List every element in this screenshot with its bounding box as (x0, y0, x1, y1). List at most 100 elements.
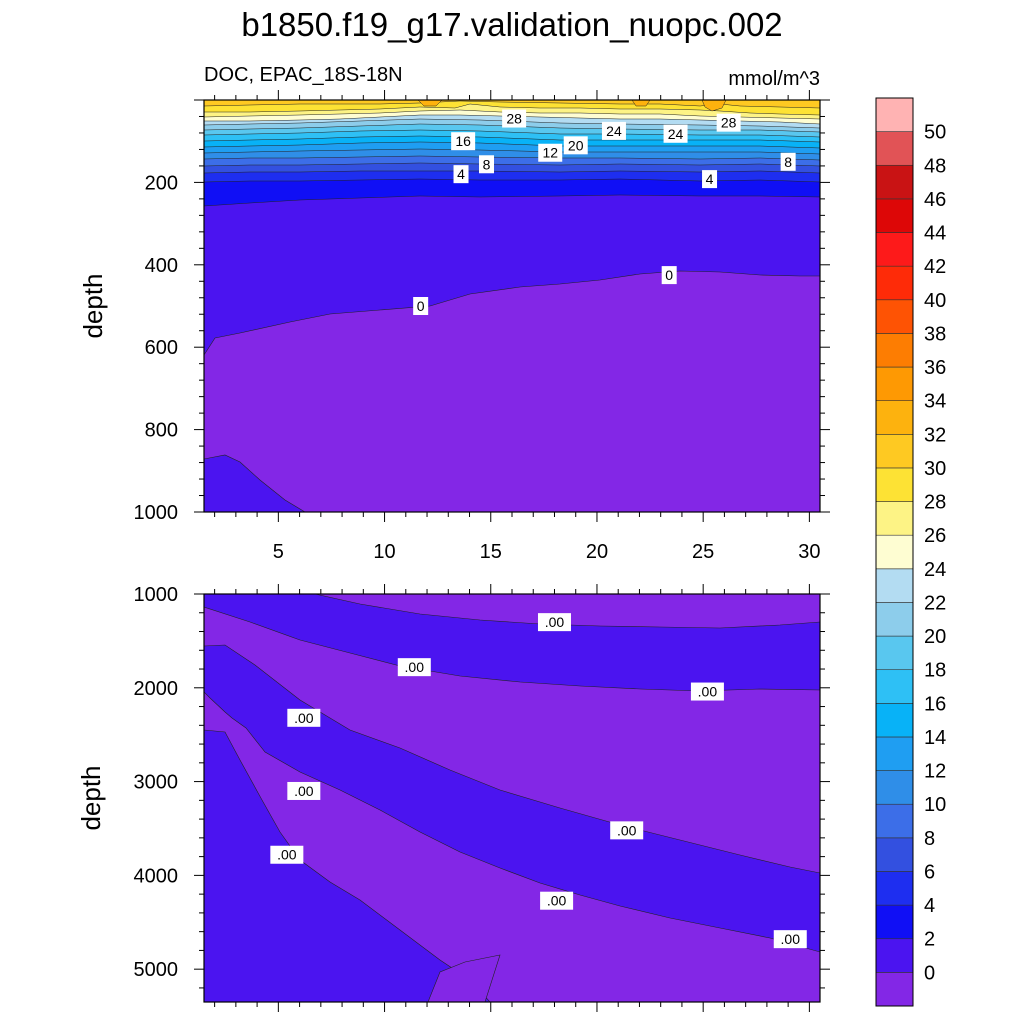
x-tick-label: 5 (273, 541, 284, 563)
contour-label-bg (537, 613, 571, 632)
contour-blob-32-b (631, 100, 651, 107)
colorbar-level-label: 40 (924, 290, 946, 312)
colorbar-level-label: 30 (924, 458, 946, 480)
contour-label-text: 28 (506, 111, 522, 127)
colorbar-swatch (875, 400, 914, 435)
colorbar-level-label: 0 (924, 962, 935, 984)
y-tick-label: 3000 (134, 772, 179, 794)
y-tick-label: 400 (145, 255, 178, 277)
colorbar-swatch (875, 602, 914, 637)
contour-label-text: .00 (545, 614, 565, 630)
contour-label-bg (270, 845, 304, 864)
y-tick-label: 2000 (134, 678, 179, 700)
colorbar-swatch (875, 669, 914, 704)
colorbar-level-label: 42 (924, 256, 946, 278)
contour-label-bg (287, 708, 321, 727)
contour-label-text: 8 (483, 156, 491, 172)
colorbar-level-label: 28 (924, 492, 946, 514)
contour-label-text: .00 (277, 847, 297, 863)
contour-label: 0 (413, 297, 429, 315)
contour-label-text: .00 (781, 931, 801, 947)
lower-contour-panel: .00 .00 .00 .00 .00 .00 .00 .00 .00 (204, 594, 820, 1002)
y-tick-label: 800 (145, 420, 178, 442)
contour-label-bg (663, 124, 688, 143)
contour-label-text: .00 (405, 659, 425, 675)
contour-fill-blue-patch (204, 454, 306, 512)
colorbar: 0246810121416182022242628303234363840424… (875, 97, 946, 1007)
colorbar-level-label: 36 (924, 357, 946, 379)
contour-label: 20 (563, 136, 588, 155)
contour-label-bg (563, 136, 588, 155)
colorbar-level-label: 14 (924, 727, 946, 749)
variable-region-label: DOC, EPAC_18S-18N (204, 64, 403, 86)
colorbar-level-label: 4 (924, 895, 935, 917)
colorbar-level-label: 26 (924, 525, 946, 547)
colorbar-level-label: 18 (924, 660, 946, 682)
colorbar-frame (875, 97, 914, 1007)
contour-label: .00 (397, 658, 431, 677)
colorbar-swatch (875, 770, 914, 805)
contour-label-bg (601, 121, 626, 140)
contour-label-text: .00 (698, 684, 718, 700)
contour-band-blue-top (204, 594, 820, 692)
contour-label-bg (690, 682, 724, 701)
colorbar-swatch (875, 938, 914, 973)
colorbar-level-label: 32 (924, 424, 946, 446)
contour-label: .00 (287, 781, 321, 800)
contour-band-30 (204, 100, 820, 109)
contour-label-text: 28 (721, 115, 737, 131)
colorbar-level-label: 20 (924, 626, 946, 648)
colorbar-level-label: 10 (924, 794, 946, 816)
contour-label-bg (538, 143, 563, 162)
upper-contour-panel: 28 16 12 20 24 24 28 8 8 4 4 0 0 (204, 100, 820, 512)
colorbar-swatch (875, 333, 914, 368)
units-label: mmol/m^3 (728, 68, 820, 90)
contour-label: 24 (663, 124, 688, 143)
contour-label: 28 (716, 113, 741, 132)
contour-label: 0 (661, 266, 677, 285)
contour-label-bg (413, 297, 429, 315)
contour-label: .00 (540, 891, 574, 910)
y-tick-label: 4000 (134, 865, 179, 887)
colorbar-level-label: 24 (924, 559, 946, 581)
contour-label-text: 0 (665, 267, 673, 283)
contour-label: 12 (538, 143, 563, 162)
colorbar-swatch (875, 534, 914, 570)
contour-label: 8 (479, 155, 495, 174)
colorbar-level-label: 8 (924, 828, 935, 850)
contour-label-bg (540, 891, 574, 910)
colorbar-swatch (875, 803, 914, 839)
page-title: b1850.f19_g17.validation_nuopc.002 (241, 6, 783, 43)
colorbar-swatch (875, 501, 914, 536)
colorbar-swatch (875, 198, 914, 233)
contour-label-text: 16 (455, 133, 471, 149)
contour-label-text: 24 (668, 126, 684, 142)
contour-label-text: .00 (547, 893, 567, 909)
contour-label: .00 (270, 845, 304, 864)
contour-label-bg (702, 170, 718, 189)
colorbar-level-label: 46 (924, 189, 946, 211)
contour-label-text: .00 (294, 710, 314, 726)
y-tick-label: 600 (145, 337, 178, 359)
contour-label-text: 20 (568, 137, 584, 153)
contour-label-text: 4 (457, 166, 465, 182)
colorbar-level-label: 12 (924, 761, 946, 783)
contour-label-bg (502, 109, 527, 128)
contour-label: 4 (453, 165, 469, 184)
contour-label-bg (773, 930, 807, 949)
colorbar-swatch (875, 904, 914, 940)
lower-y-axis-title: depth (76, 765, 106, 830)
colorbar-level-label: 44 (924, 223, 946, 245)
colorbar-swatch (875, 299, 914, 334)
contour-blob-32-a (417, 100, 443, 107)
colorbar-swatch (875, 837, 914, 872)
colorbar-level-label: 16 (924, 693, 946, 715)
colorbar-swatch (875, 972, 914, 1007)
colorbar-level-label: 38 (924, 323, 946, 345)
colorbar-swatch (875, 871, 914, 906)
contour-pocket-violet (427, 954, 501, 1002)
contour-label-bg (716, 113, 741, 132)
x-tick-label: 15 (480, 541, 502, 563)
